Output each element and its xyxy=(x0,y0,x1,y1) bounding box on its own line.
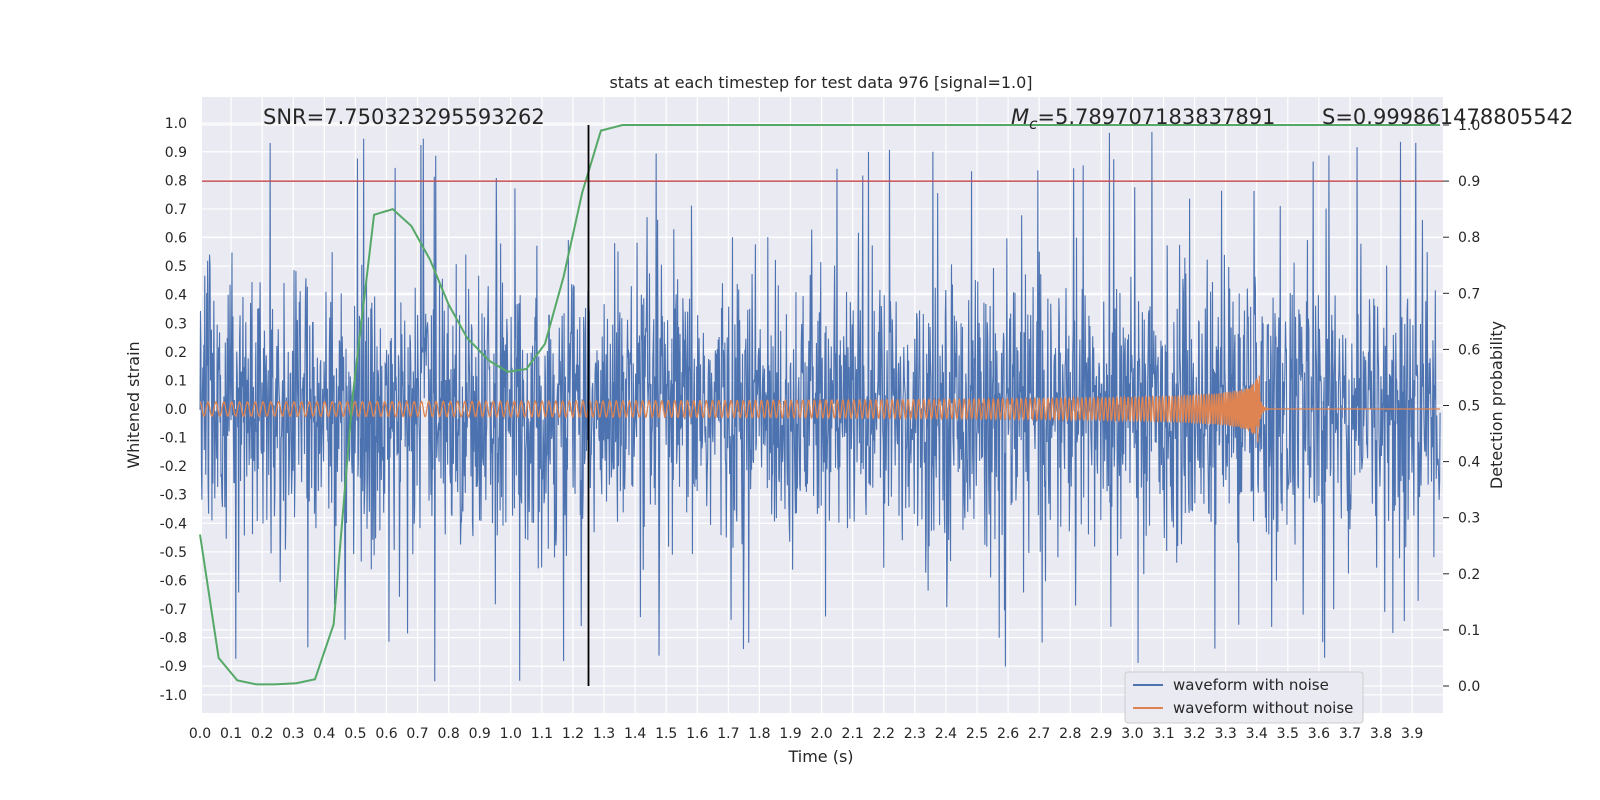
x-tick-label: 3.0 xyxy=(1121,726,1143,742)
left-y-tick-label: -0.1 xyxy=(160,431,187,447)
x-tick-label: 2.2 xyxy=(873,726,895,742)
left-y-tick-label: 0.7 xyxy=(165,202,187,218)
left-y-axis-label: Whitened strain xyxy=(124,341,143,468)
waveform-without-noise-series xyxy=(199,375,1441,443)
x-tick-label: 3.3 xyxy=(1215,726,1237,742)
legend-label-clean: waveform without noise xyxy=(1173,699,1353,717)
x-tick-label: 1.7 xyxy=(717,726,739,742)
waveform-with-noise-line xyxy=(199,131,1441,682)
chart-title: stats at each timestep for test data 976… xyxy=(609,73,1032,92)
legend-label-noise: waveform with noise xyxy=(1173,676,1329,694)
x-tick-label: 1.6 xyxy=(686,726,708,742)
chirp-mass-value: =5.789707183837891 xyxy=(1037,105,1275,129)
left-y-tick-label: 0.8 xyxy=(165,173,187,189)
right-y-axis-label: Detection probability xyxy=(1487,321,1506,489)
x-tick-label: 3.6 xyxy=(1308,726,1330,742)
x-tick-label: 3.2 xyxy=(1183,726,1205,742)
x-tick-label: 3.1 xyxy=(1152,726,1174,742)
chirp-mass-annotation: Mc=5.789707183837891 xyxy=(1011,105,1275,133)
x-tick-label: 0.8 xyxy=(438,726,460,742)
detection-probability-line xyxy=(199,124,1441,686)
x-tick-label: 0.9 xyxy=(469,726,491,742)
x-tick-label: 0.3 xyxy=(282,726,304,742)
left-y-tick-label: -0.5 xyxy=(160,545,187,561)
left-y-tick-label: 0.4 xyxy=(165,288,187,304)
x-axis-label: Time (s) xyxy=(787,747,853,766)
left-y-tick-label: -0.7 xyxy=(160,602,187,618)
left-y-tick-label: 1.0 xyxy=(165,116,187,132)
x-tick-label: 2.4 xyxy=(935,726,957,742)
detection-probability-series xyxy=(199,124,1441,686)
legend: waveform with noise waveform without noi… xyxy=(1124,671,1364,724)
x-tick-label: 3.9 xyxy=(1401,726,1423,742)
left-y-tick-label: -0.4 xyxy=(160,516,187,532)
x-tick-label: 3.7 xyxy=(1339,726,1361,742)
left-y-tick-label: -0.2 xyxy=(160,459,187,475)
left-y-tick-labels: 1.0 0.9 0.8 0.7 0.6 0.5 0.4 0.3 0.2 0.1 0.0 -0.1 -0.… xyxy=(160,116,187,704)
right-y-tick-label: 0.5 xyxy=(1458,399,1480,415)
right-y-tick-label: 0.0 xyxy=(1458,679,1480,695)
x-tick-label: 0.2 xyxy=(251,726,273,742)
waveform-with-noise-series xyxy=(199,131,1441,682)
x-tick-label: 2.5 xyxy=(966,726,988,742)
right-y-tick-label: 0.3 xyxy=(1458,511,1480,527)
chirp-mass-subscript: c xyxy=(1029,115,1038,133)
waveform-without-noise-line xyxy=(199,375,1441,443)
left-y-tick-label: -0.3 xyxy=(160,488,187,504)
right-y-tick-label: 0.8 xyxy=(1458,230,1480,246)
x-tick-label: 2.8 xyxy=(1059,726,1081,742)
x-tick-label: 1.5 xyxy=(655,726,677,742)
right-y-tick-label: 0.6 xyxy=(1458,342,1480,358)
x-tick-label: 3.8 xyxy=(1370,726,1392,742)
left-y-tick-label: -0.8 xyxy=(160,631,187,647)
left-y-tick-label: 0.1 xyxy=(165,373,187,389)
right-y-tick-label: 0.4 xyxy=(1458,455,1480,471)
x-tick-labels: 0.0 0.1 0.2 0.3 0.4 0.5 0.6 0.7 0.8 0.9 1.0 1.1 1.2 1… xyxy=(189,726,1423,742)
x-tick-label: 0.0 xyxy=(189,726,211,742)
left-y-tick-label: 0.2 xyxy=(165,345,187,361)
left-y-tick-label: -0.9 xyxy=(160,659,187,675)
right-y-tick-label: 0.7 xyxy=(1458,286,1480,302)
x-tick-label: 1.3 xyxy=(593,726,615,742)
left-y-tick-label: -0.6 xyxy=(160,573,187,589)
x-tick-label: 0.5 xyxy=(344,726,366,742)
x-tick-label: 1.0 xyxy=(500,726,522,742)
snr-annotation: SNR=7.750323295593262 xyxy=(263,105,545,129)
x-tick-label: 1.8 xyxy=(748,726,770,742)
left-y-tick-label: 0.5 xyxy=(165,259,187,275)
x-tick-label: 2.9 xyxy=(1090,726,1112,742)
x-tick-label: 0.6 xyxy=(375,726,397,742)
x-tick-label: 2.7 xyxy=(1028,726,1050,742)
x-tick-label: 3.5 xyxy=(1277,726,1299,742)
x-tick-label: 1.9 xyxy=(779,726,801,742)
x-tick-label: 1.2 xyxy=(562,726,584,742)
reference-lines xyxy=(202,125,1443,686)
legend-box xyxy=(1124,671,1364,724)
x-tick-label: 2.6 xyxy=(997,726,1019,742)
right-y-tick-label: 0.9 xyxy=(1458,174,1480,190)
right-y-tick-label: 0.1 xyxy=(1458,623,1480,639)
x-tick-label: 0.7 xyxy=(406,726,428,742)
left-y-tick-label: 0.6 xyxy=(165,231,187,247)
x-tick-label: 2.0 xyxy=(810,726,832,742)
x-tick-label: 1.1 xyxy=(531,726,553,742)
x-tick-label: 0.1 xyxy=(220,726,242,742)
chirp-mass-symbol: M xyxy=(1011,105,1029,129)
left-y-tick-label: 0.0 xyxy=(165,402,187,418)
right-y-tick-label: 1.0 xyxy=(1458,118,1480,134)
x-tick-label: 0.4 xyxy=(313,726,335,742)
x-tick-label: 1.4 xyxy=(624,726,646,742)
left-y-tick-label: 0.3 xyxy=(165,316,187,332)
right-y-tick-labels: 1.0 0.9 0.8 0.7 0.6 0.5 0.4 0.3 0.2 0.1 0.0 xyxy=(1443,118,1480,695)
x-tick-label: 3.4 xyxy=(1246,726,1268,742)
x-tick-label: 2.3 xyxy=(904,726,926,742)
left-y-tick-label: -1.0 xyxy=(160,688,187,704)
score-annotation: S=0.999861478805542 xyxy=(1322,105,1573,129)
left-y-tick-label: 0.9 xyxy=(165,145,187,161)
right-y-tick-label: 0.2 xyxy=(1458,567,1480,583)
x-tick-label: 2.1 xyxy=(842,726,864,742)
